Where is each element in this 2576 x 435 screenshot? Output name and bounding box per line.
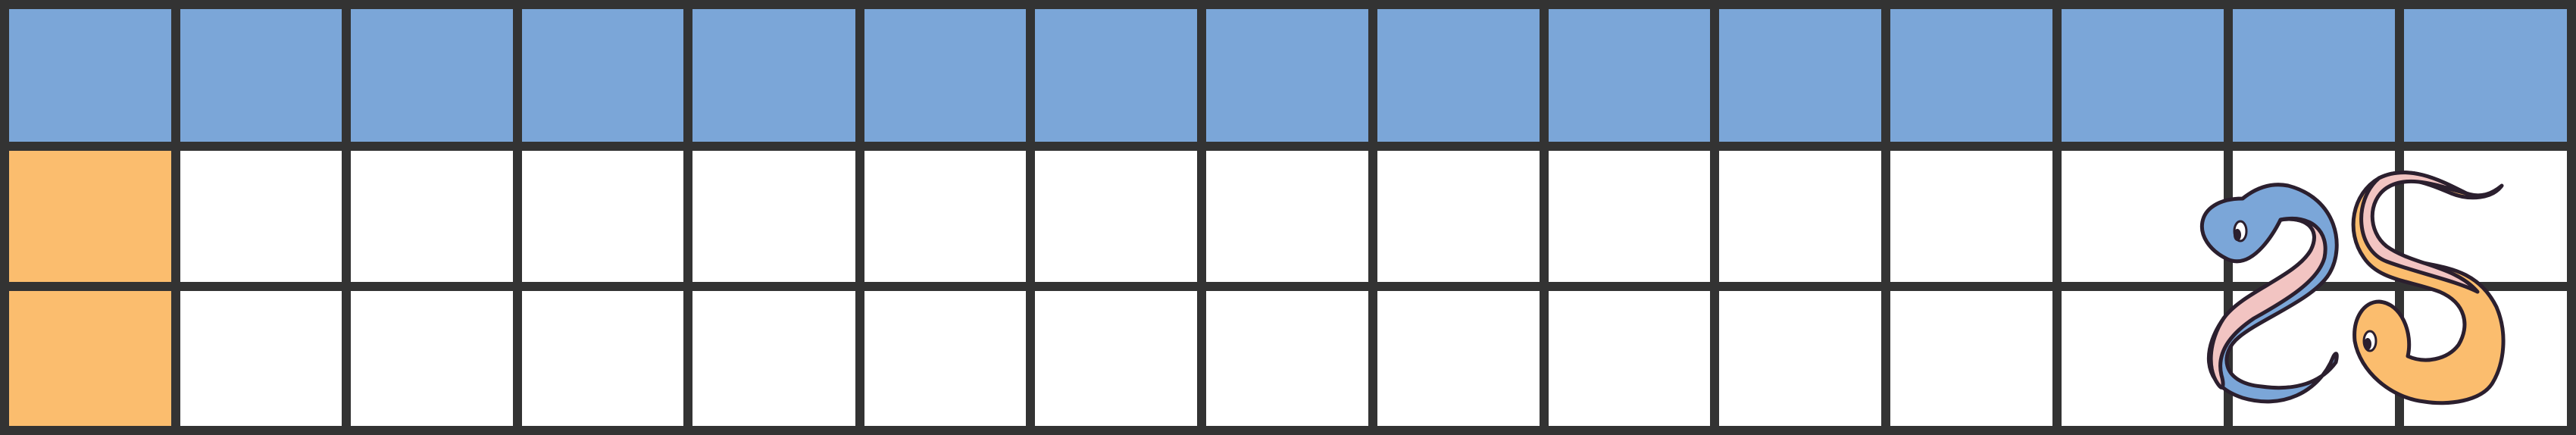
board-cell-r1-c2[interactable]: [346, 146, 517, 286]
board-cell-r0-c13[interactable]: [2228, 5, 2399, 146]
board-cell-r0-c14[interactable]: [2399, 5, 2571, 146]
board-cell-r2-c6[interactable]: [1030, 286, 1202, 430]
board-cell-r2-c5[interactable]: [860, 286, 1030, 430]
board-cell-r1-c11[interactable]: [1886, 146, 2057, 286]
board-cell-r1-c6[interactable]: [1030, 146, 1202, 286]
board-cell-r1-c12[interactable]: [2057, 146, 2228, 286]
board-cell-r0-c3[interactable]: [517, 5, 688, 146]
board-cell-r0-c10[interactable]: [1715, 5, 1886, 146]
board-cell-r1-c0[interactable]: [5, 146, 176, 286]
board-cell-r1-c4[interactable]: [688, 146, 860, 286]
board-cell-r0-c1[interactable]: [176, 5, 346, 146]
board-cell-r0-c0[interactable]: [5, 5, 176, 146]
board-cell-r1-c7[interactable]: [1202, 146, 1373, 286]
board-cell-r0-c9[interactable]: [1544, 5, 1715, 146]
board-cell-r2-c12[interactable]: [2057, 286, 2228, 430]
board-cell-r1-c10[interactable]: [1715, 146, 1886, 286]
board-cell-r2-c2[interactable]: [346, 286, 517, 430]
board-cell-r2-c0[interactable]: [5, 286, 176, 430]
board-cell-r2-c10[interactable]: [1715, 286, 1886, 430]
board-cell-r0-c5[interactable]: [860, 5, 1030, 146]
board-cell-r2-c7[interactable]: [1202, 286, 1373, 430]
board-cell-r2-c3[interactable]: [517, 286, 688, 430]
board-cell-r0-c7[interactable]: [1202, 5, 1373, 146]
cells-layer: [5, 5, 2571, 430]
board-cell-r2-c9[interactable]: [1544, 286, 1715, 430]
board-cell-r0-c6[interactable]: [1030, 5, 1202, 146]
board-cell-r1-c3[interactable]: [517, 146, 688, 286]
board-cell-r0-c11[interactable]: [1886, 5, 2057, 146]
board-cell-r2-c11[interactable]: [1886, 286, 2057, 430]
blue-snake-icon[interactable]: [2199, 183, 2339, 404]
orange-snake-icon[interactable]: [2351, 171, 2506, 405]
board-cell-r1-c1[interactable]: [176, 146, 346, 286]
board-cell-r1-c5[interactable]: [860, 146, 1030, 286]
board-cell-r2-c4[interactable]: [688, 286, 860, 430]
board-cell-r2-c8[interactable]: [1373, 286, 1544, 430]
board-cell-r0-c2[interactable]: [346, 5, 517, 146]
board-cell-r0-c8[interactable]: [1373, 5, 1544, 146]
board-cell-r0-c4[interactable]: [688, 5, 860, 146]
board-cell-r0-c12[interactable]: [2057, 5, 2228, 146]
board-cell-r2-c1[interactable]: [176, 286, 346, 430]
board-cell-r1-c9[interactable]: [1544, 146, 1715, 286]
board-cell-r1-c8[interactable]: [1373, 146, 1544, 286]
